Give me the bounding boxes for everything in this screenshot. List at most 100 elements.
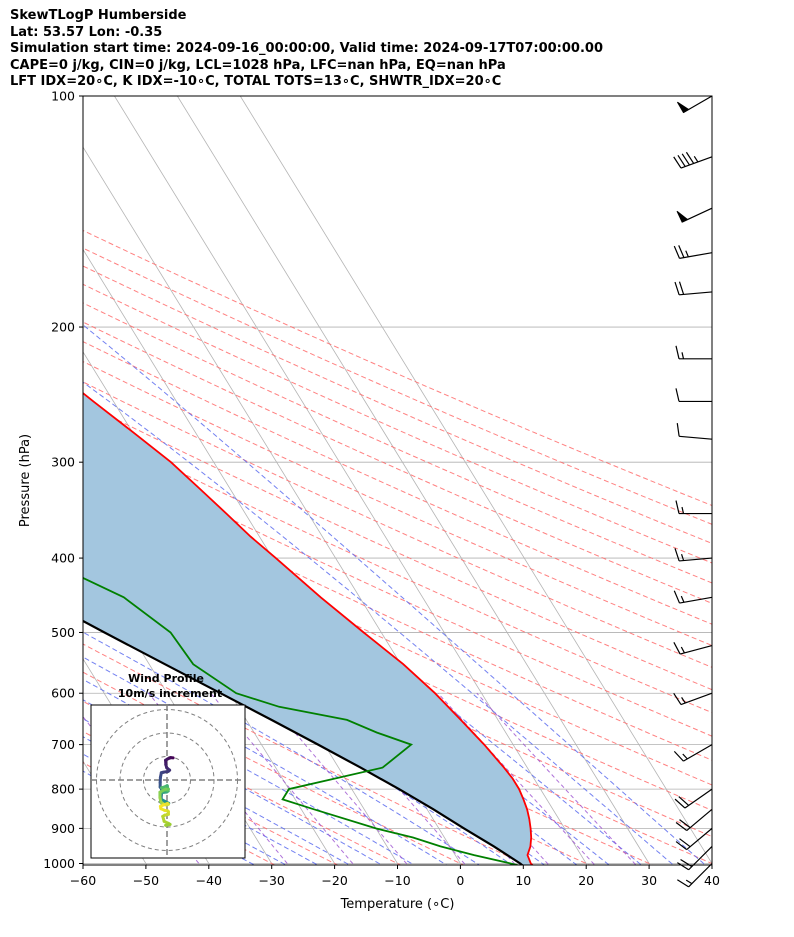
dry-adiabat-line xyxy=(83,730,339,865)
hodograph-segment xyxy=(164,822,172,827)
dry-adiabat-line xyxy=(83,423,712,714)
x-axis-label: Temperature (∘C) xyxy=(340,897,455,912)
wind-barb-shaft xyxy=(680,156,713,169)
wind-barb xyxy=(676,95,713,114)
x-tick-label: −30 xyxy=(259,873,285,888)
wind-barb-shaft xyxy=(686,808,713,832)
wind-barb xyxy=(675,827,713,851)
y-tick-label: 100 xyxy=(51,89,75,104)
y-tick-label: 500 xyxy=(51,625,75,640)
wind-barb-shaft xyxy=(688,863,713,888)
wind-barb-shaft xyxy=(679,596,713,604)
dry-adiabat-line xyxy=(83,381,712,668)
mixing-ratio-line xyxy=(316,692,467,865)
wind-barb-flag xyxy=(680,858,693,868)
wind-barb-flag xyxy=(677,862,689,871)
wind-barb-flag xyxy=(673,642,681,655)
wind-barb-flag xyxy=(675,822,688,832)
location-line: Lat: 53.57 Lon: -0.35 xyxy=(10,24,163,40)
y-tick-label: 300 xyxy=(51,455,75,470)
wind-barb-flag xyxy=(673,693,682,705)
wind-barb-shaft xyxy=(679,291,713,296)
hodograph-inset: Wind Profile 10m/s increment xyxy=(90,672,246,859)
indices-line-1: CAPE=0 j/kg, CIN=0 j/kg, LCL=1028 hPa, L… xyxy=(10,57,506,73)
wind-barb-flag xyxy=(677,155,686,167)
wind-barb xyxy=(676,423,713,440)
wind-barb-shaft xyxy=(679,435,713,440)
x-tick-label: 40 xyxy=(704,873,720,888)
wind-barb xyxy=(677,845,713,871)
wind-barb-flag xyxy=(673,750,684,762)
wind-barbs xyxy=(673,95,713,888)
dry-adiabat-line xyxy=(83,283,712,564)
axes: −60 −50 −40 −30 −20 −10 0 10 20 30 40 100 200 300 400 5… xyxy=(18,89,720,913)
wind-barb-shaft xyxy=(686,827,713,851)
wind-barb-flag xyxy=(678,245,685,258)
wind-barb-shaft xyxy=(684,788,713,809)
wind-barb xyxy=(675,388,712,403)
wind-barb xyxy=(673,151,713,169)
cape-cin-fill xyxy=(83,393,533,865)
dry-adiabat-line xyxy=(83,402,712,691)
y-tick-label: 400 xyxy=(51,551,75,566)
wind-barb xyxy=(675,808,713,832)
wind-barb-half-flag xyxy=(685,879,693,885)
wind-barb-half-flag xyxy=(680,554,685,561)
x-tick-label: −50 xyxy=(133,873,159,888)
temperature-line xyxy=(83,392,534,865)
time-line: Simulation start time: 2024-09-16_00:00:… xyxy=(10,41,603,56)
wind-barb-flag xyxy=(676,423,680,437)
dry-adiabat-line xyxy=(83,321,712,604)
wind-barb-flag xyxy=(685,151,695,164)
wind-barb-flag xyxy=(677,879,689,888)
wind-barb-flag xyxy=(674,798,686,809)
wind-barb xyxy=(674,788,713,809)
y-tick-label: 1000 xyxy=(43,856,75,871)
x-tick-label: 10 xyxy=(515,873,531,888)
wind-barb xyxy=(675,500,712,515)
wind-barb-half-flag xyxy=(680,646,686,654)
wind-barb-flag xyxy=(673,245,681,259)
hodograph-content xyxy=(91,705,245,858)
wind-barb-flag xyxy=(681,153,690,166)
hodograph-title: Wind Profile xyxy=(128,672,204,685)
hodograph-frame xyxy=(90,704,246,859)
wind-barb-flag xyxy=(674,281,680,295)
chart-title: SkewTLogP Humberside xyxy=(10,8,187,23)
mixing-ratio-line xyxy=(261,692,409,865)
wind-barb-shaft xyxy=(679,557,713,562)
hodograph-subtitle: 10m/s increment xyxy=(118,687,222,700)
wind-barb-shaft xyxy=(679,252,713,259)
x-tick-label: −10 xyxy=(384,873,410,888)
wind-barb-half-flag xyxy=(681,506,685,514)
x-tick-label: 0 xyxy=(456,873,464,888)
y-axis-label: Pressure (hPa) xyxy=(18,434,33,527)
x-tick-label: −20 xyxy=(321,873,347,888)
wind-barb-half-flag xyxy=(682,753,688,760)
wind-barb-flag xyxy=(673,590,681,604)
wind-barb-flag xyxy=(674,548,680,562)
wind-barb-shaft xyxy=(680,692,713,706)
moist-adiabat-line xyxy=(83,656,448,865)
indices-line-2: LFT IDX=20∘C, K IDX=-10∘C, TOTAL TOTS=13… xyxy=(10,74,502,89)
dry-adiabat-line xyxy=(83,643,528,865)
wind-barb xyxy=(673,642,713,655)
wind-barb xyxy=(673,692,713,706)
moist-adiabat-line xyxy=(83,381,675,865)
wind-barb xyxy=(675,345,712,360)
wind-barb-flag xyxy=(679,819,691,829)
chart-header: SkewTLogP Humberside Lat: 53.57 Lon: -0.… xyxy=(10,8,790,91)
y-tick-label: 800 xyxy=(51,782,75,797)
wind-barb-half-flag xyxy=(680,595,685,603)
moist-adiabat-line xyxy=(83,678,416,865)
isotherm-line xyxy=(83,862,85,865)
wind-barb-flag xyxy=(678,796,690,806)
wind-barb-flag xyxy=(675,841,688,851)
wind-barb-half-flag xyxy=(681,697,686,704)
y-tick-label: 700 xyxy=(51,737,75,752)
wind-barb-shaft xyxy=(679,644,713,655)
moist-adiabat-line xyxy=(83,603,513,865)
y-tick-label: 200 xyxy=(51,320,75,335)
wind-barb-flag xyxy=(675,345,680,359)
